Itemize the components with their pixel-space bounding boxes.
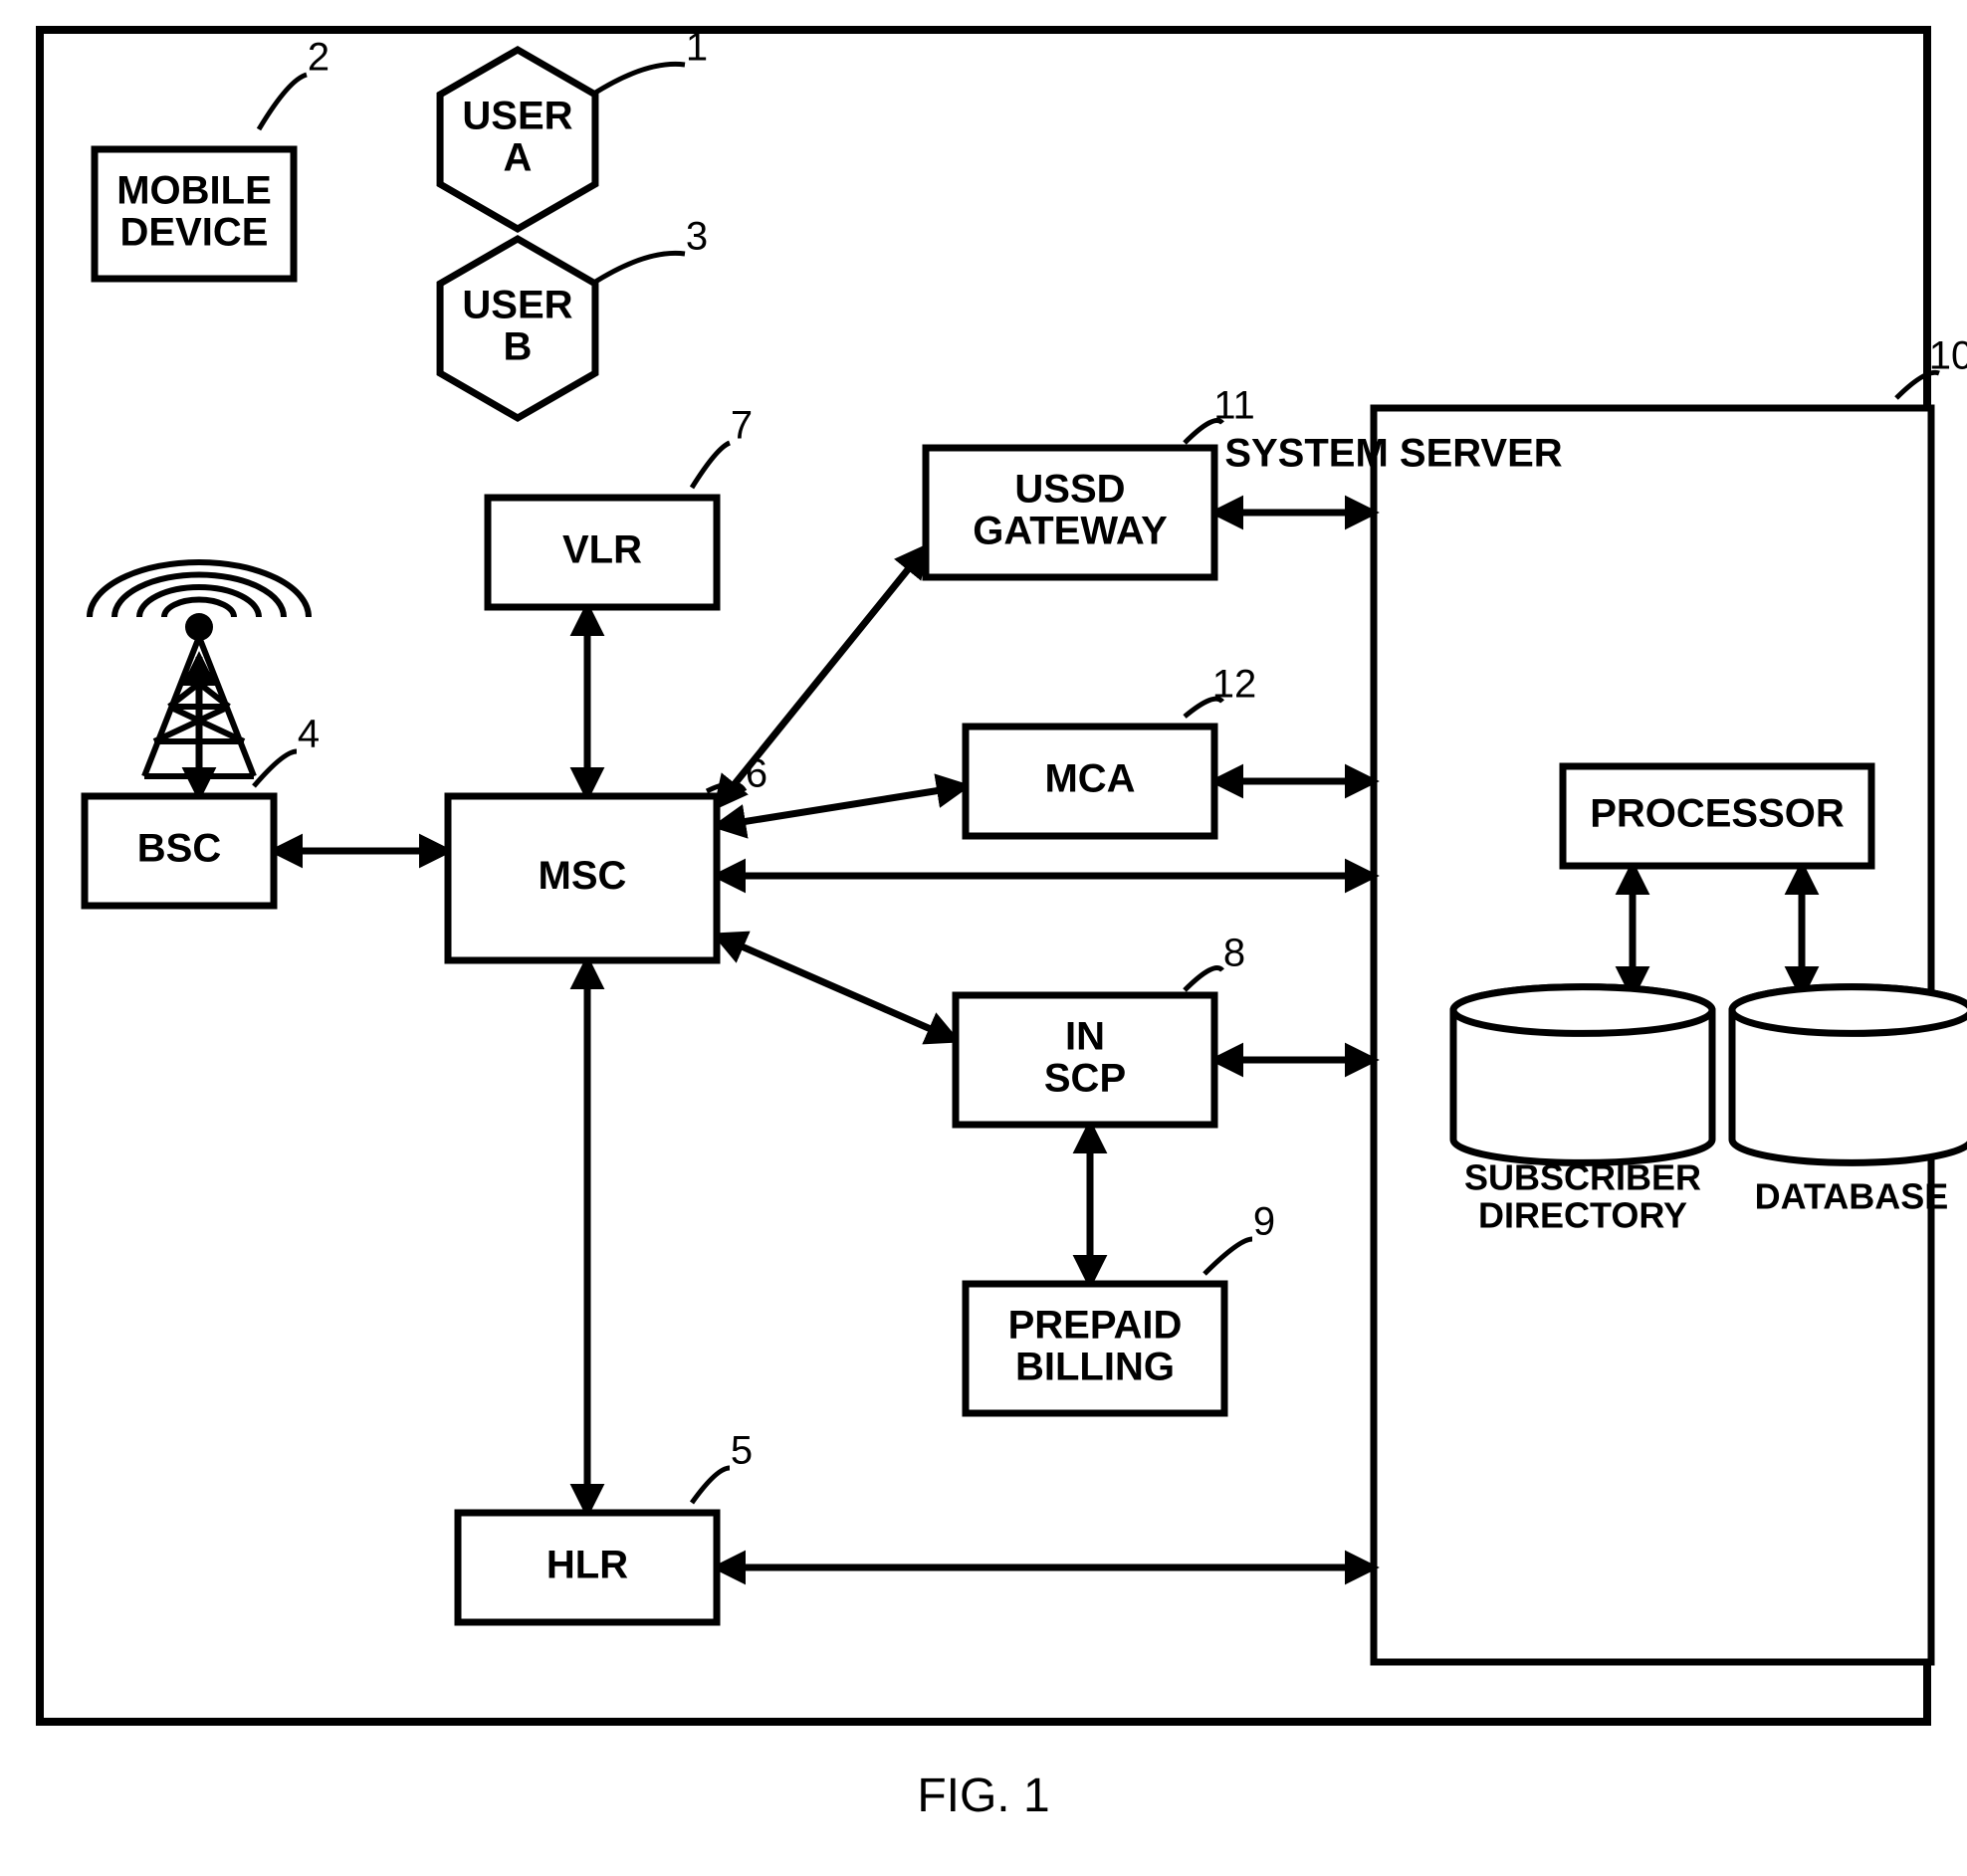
svg-text:MOBILE: MOBILE [116, 169, 272, 213]
ref-number: 12 [1212, 663, 1257, 707]
ref-number: 5 [731, 1429, 753, 1473]
svg-text:PROCESSOR: PROCESSOR [1590, 792, 1845, 836]
svg-text:MSC: MSC [539, 854, 627, 898]
ref-leader [692, 443, 730, 488]
ref-number: 10 [1929, 334, 1967, 378]
ref-leader [592, 64, 685, 95]
ref-number: 9 [1253, 1200, 1275, 1244]
svg-text:USSD: USSD [1014, 468, 1125, 512]
svg-text:DIRECTORY: DIRECTORY [1478, 1194, 1687, 1235]
svg-text:PREPAID: PREPAID [1008, 1304, 1183, 1348]
svg-text:BSC: BSC [137, 827, 221, 871]
svg-text:BILLING: BILLING [1015, 1346, 1175, 1389]
svg-text:SCP: SCP [1044, 1057, 1126, 1101]
ref-number: 11 [1213, 384, 1255, 428]
ref-leader [259, 75, 307, 129]
ref-number: 6 [746, 752, 767, 796]
ref-leader [692, 1468, 730, 1503]
svg-text:MCA: MCA [1044, 757, 1135, 801]
svg-text:B: B [504, 325, 533, 369]
svg-text:USER: USER [462, 95, 572, 138]
figure-caption: FIG. 1 [917, 1770, 1049, 1822]
ref-leader [1204, 1239, 1252, 1274]
ref-leader [254, 751, 297, 786]
ref-leader [1185, 968, 1222, 991]
ref-number: 3 [686, 215, 708, 259]
ref-number: 7 [731, 404, 753, 448]
edge-msc-in_scp [717, 936, 956, 1040]
svg-text:IN: IN [1065, 1015, 1105, 1059]
svg-text:DEVICE: DEVICE [120, 211, 269, 255]
svg-text:HLR: HLR [546, 1544, 628, 1587]
svg-text:VLR: VLR [562, 528, 642, 572]
ref-number: 1 [686, 26, 708, 70]
ref-number: 4 [298, 713, 320, 756]
svg-text:A: A [504, 136, 533, 180]
ref-number: 8 [1223, 932, 1245, 975]
svg-text:DATABASE: DATABASE [1755, 1176, 1949, 1217]
svg-text:GATEWAY: GATEWAY [973, 510, 1168, 553]
svg-text:SUBSCRIBER: SUBSCRIBER [1464, 1157, 1701, 1198]
ref-number: 2 [308, 36, 329, 80]
ref-leader [592, 253, 685, 284]
svg-text:SYSTEM SERVER: SYSTEM SERVER [1224, 432, 1562, 476]
svg-text:USER: USER [462, 284, 572, 327]
